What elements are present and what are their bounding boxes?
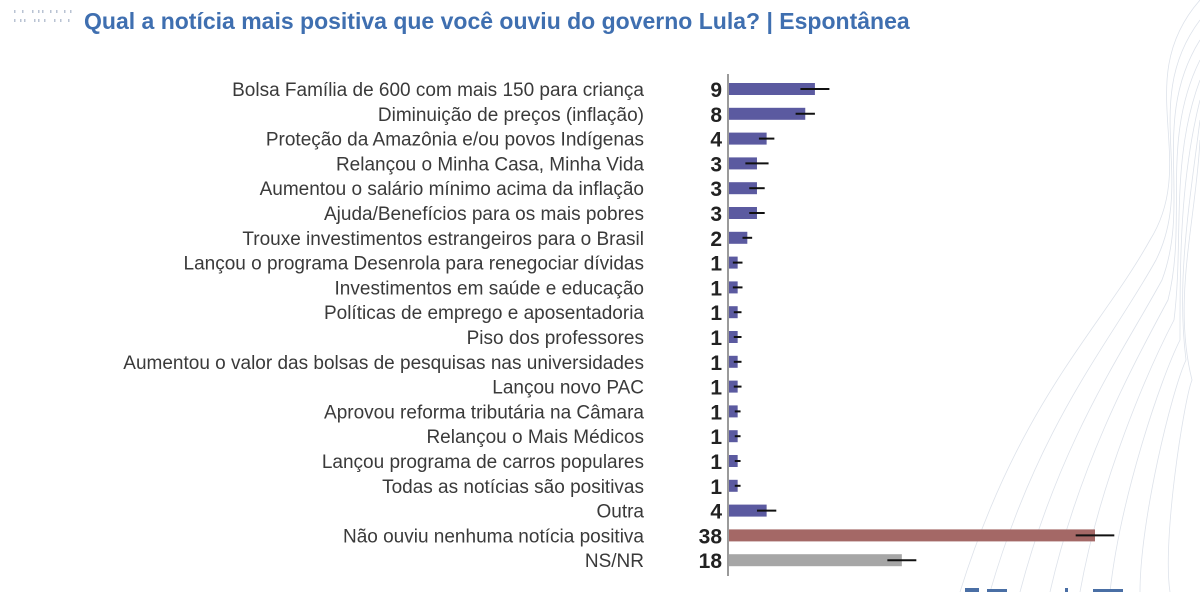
category-label: Investimentos em saúde e educação xyxy=(335,278,644,299)
bar xyxy=(728,107,806,120)
category-label: Proteção da Amazônia e/ou povos Indígena… xyxy=(266,130,644,151)
category-label: Lançou programa de carros populares xyxy=(322,452,644,473)
category-label: Políticas de emprego e aposentadoria xyxy=(324,303,644,324)
category-label: Diminuição de preços (inflação) xyxy=(378,105,644,126)
value-label: 4 xyxy=(710,501,722,524)
category-label: Relançou o Mais Médicos xyxy=(426,427,644,448)
bar xyxy=(728,182,757,195)
bar xyxy=(728,430,738,443)
value-label: 38 xyxy=(699,525,723,548)
bar xyxy=(728,529,1095,542)
category-label: Lançou o programa Desenrola para renegoc… xyxy=(184,254,645,275)
bar xyxy=(728,380,738,393)
bar xyxy=(728,504,767,517)
bar xyxy=(728,207,757,219)
value-label: 1 xyxy=(710,352,722,375)
value-label: 9 xyxy=(710,79,722,102)
bar xyxy=(728,455,738,467)
category-label: Trouxe investimentos estrangeiros para o… xyxy=(242,229,644,250)
bar xyxy=(728,132,767,145)
bar xyxy=(728,83,815,95)
category-label: Aumentou o salário mínimo acima da infla… xyxy=(260,179,644,200)
bar xyxy=(728,554,902,567)
category-label: Ajuda/Benefícios para os mais pobres xyxy=(324,204,644,225)
value-label: 3 xyxy=(710,153,722,176)
value-label: 1 xyxy=(710,377,722,400)
category-label: Aumentou o valor das bolsas de pesquisas… xyxy=(123,353,644,374)
category-label: Aprovou reforma tributária na Câmara xyxy=(324,402,644,423)
value-label: 3 xyxy=(710,178,722,201)
value-label: 1 xyxy=(710,476,722,499)
category-label: Lançou novo PAC xyxy=(492,378,644,399)
category-label: Bolsa Família de 600 com mais 150 para c… xyxy=(232,80,644,101)
decorative-footer-fragment xyxy=(965,588,1123,592)
category-label: Relançou o Minha Casa, Minha Vida xyxy=(336,154,644,175)
chart-title: Qual a notícia mais positiva que você ou… xyxy=(84,8,910,34)
bar xyxy=(728,405,738,418)
value-label: 2 xyxy=(710,228,722,251)
bar xyxy=(728,231,748,244)
value-label: 1 xyxy=(710,451,722,474)
value-label: 1 xyxy=(710,401,722,424)
decorative-dots xyxy=(14,10,72,22)
bar xyxy=(728,479,738,492)
value-label: 1 xyxy=(710,327,722,350)
value-label: 1 xyxy=(710,426,722,449)
value-label: 8 xyxy=(710,104,722,127)
value-label: 4 xyxy=(710,129,722,152)
category-label: Outra xyxy=(596,502,644,523)
value-label: 1 xyxy=(710,253,722,276)
value-label: 1 xyxy=(710,302,722,325)
category-label: NS/NR xyxy=(585,551,644,572)
decorative-waves xyxy=(959,0,1200,592)
value-label: 1 xyxy=(710,277,722,300)
bar xyxy=(728,157,757,170)
value-label: 3 xyxy=(710,203,722,226)
category-label: Todas as notícias são positivas xyxy=(382,477,644,498)
bar xyxy=(728,306,738,319)
value-label: 18 xyxy=(699,550,723,573)
bar xyxy=(728,331,738,343)
bar xyxy=(728,355,738,368)
category-label: Piso dos professores xyxy=(467,328,644,349)
category-label: Não ouviu nenhuma notícia positiva xyxy=(343,526,644,547)
